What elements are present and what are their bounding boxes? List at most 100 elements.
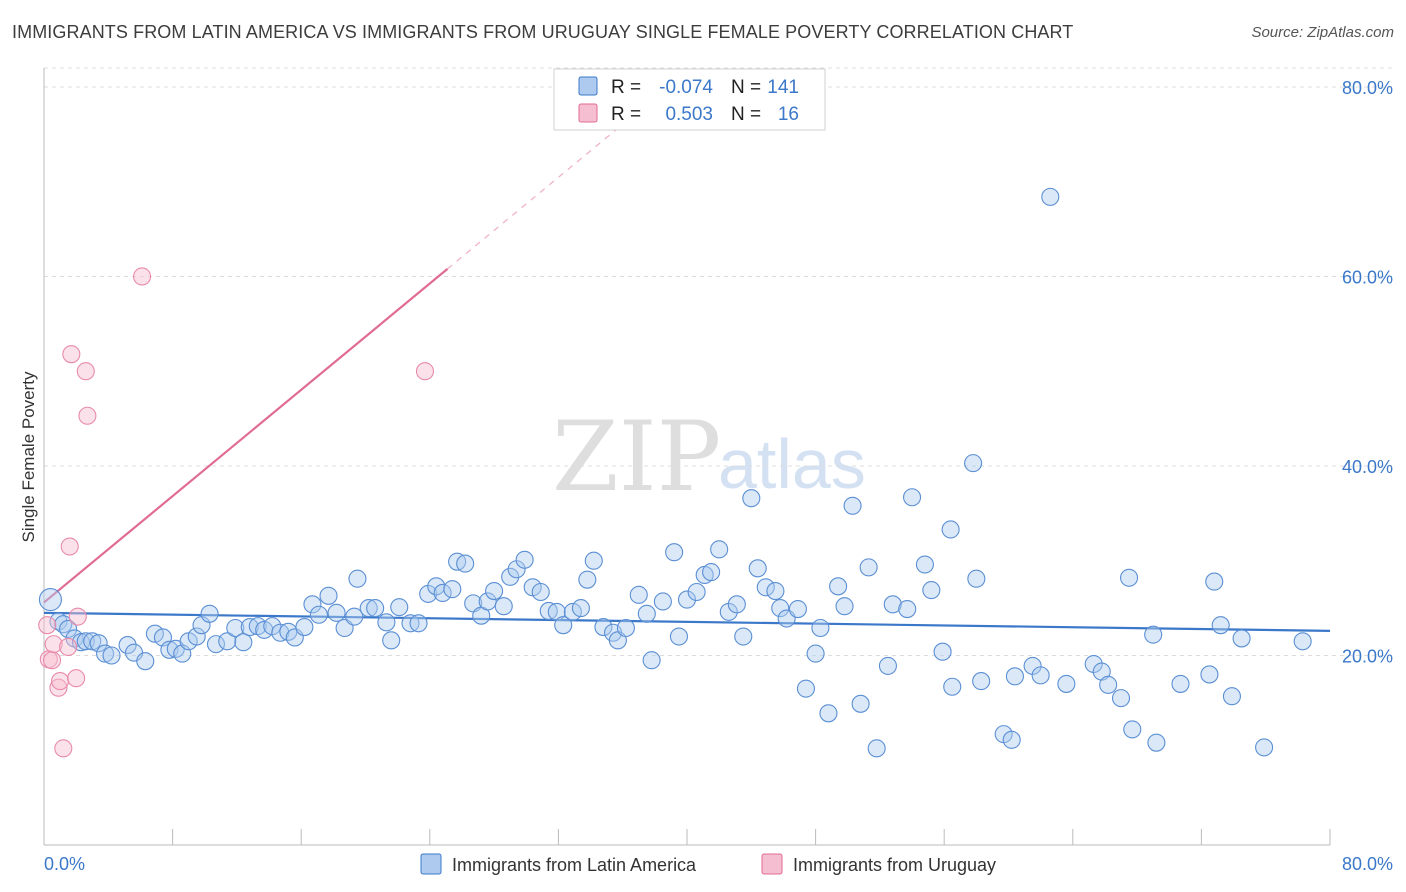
data-point-latin-america: [501, 567, 520, 586]
data-point-latin-america: [443, 580, 462, 599]
data-point-latin-america: [1255, 738, 1274, 757]
data-point-latin-america: [665, 543, 684, 562]
data-point-latin-america: [933, 642, 952, 661]
data-point-latin-america: [1222, 687, 1241, 706]
data-point-latin-america: [898, 600, 917, 619]
data-point-latin-america: [941, 520, 960, 539]
bottom-legend-label-latin-america: Immigrants from Latin America: [452, 855, 697, 875]
data-point-latin-america: [1293, 632, 1312, 651]
data-point-latin-america: [96, 644, 115, 663]
y-axis-label: Single Female Poverty: [19, 371, 38, 543]
data-point-latin-america: [642, 651, 661, 670]
trend-lines: [43, 129, 1331, 632]
data-point-uruguay: [67, 669, 86, 688]
series-latin-america: [38, 187, 1312, 758]
legend-swatch-pink: [578, 103, 598, 123]
data-point-latin-america: [377, 613, 396, 632]
data-point-latin-america: [206, 635, 226, 654]
data-point-latin-america: [1120, 568, 1139, 587]
data-point-latin-america: [309, 605, 328, 624]
data-point-latin-america: [382, 631, 401, 650]
data-point-latin-america: [1232, 629, 1251, 648]
series-legend: Immigrants from Latin America Immigrants…: [420, 853, 996, 875]
data-point-latin-america: [89, 634, 108, 653]
data-point-latin-america: [49, 612, 68, 631]
data-point-latin-america: [319, 586, 338, 605]
data-point-latin-america: [433, 583, 452, 602]
trend-line-uruguay-extension: [447, 129, 617, 270]
x-ticks: [172, 829, 1331, 845]
data-point-latin-america: [83, 632, 102, 651]
watermark-zip: ZIP: [552, 401, 721, 513]
data-point-latin-america: [748, 559, 767, 578]
data-point-latin-america: [118, 636, 137, 655]
legend-box: [553, 68, 826, 131]
data-point-latin-america: [843, 496, 862, 515]
data-point-latin-america: [677, 590, 697, 609]
data-point-latin-america: [902, 488, 922, 507]
correlation-legend: R = -0.074 N = 141 R = 0.503 N = 16: [553, 68, 826, 131]
data-point-latin-america: [922, 581, 941, 600]
y-tick-label: 20.0%: [1342, 646, 1393, 666]
bottom-legend-label-uruguay: Immigrants from Uruguay: [793, 855, 996, 875]
data-point-latin-america: [584, 551, 603, 570]
data-point-latin-america: [1147, 733, 1166, 752]
data-point-latin-america: [943, 677, 962, 696]
data-point-uruguay: [60, 537, 79, 556]
data-point-latin-america: [327, 603, 346, 622]
data-point-latin-america: [226, 618, 245, 638]
data-point-uruguay: [44, 635, 63, 654]
data-point-latin-america: [359, 599, 378, 618]
data-point-latin-america: [859, 558, 878, 577]
data-point-latin-america: [687, 582, 706, 602]
data-point-latin-america: [1200, 665, 1219, 684]
data-point-uruguay: [415, 362, 435, 381]
data-point-latin-america: [796, 679, 816, 698]
data-point-latin-america: [348, 569, 367, 588]
data-point-latin-america: [1144, 625, 1163, 644]
chart-title: IMMIGRANTS FROM LATIN AMERICA VS IMMIGRA…: [12, 22, 1074, 42]
data-point-latin-america: [200, 604, 219, 623]
data-point-uruguay: [76, 362, 95, 381]
data-point-latin-america: [742, 489, 761, 508]
data-point-latin-america: [867, 739, 886, 758]
series-uruguay: [38, 267, 435, 758]
data-point-latin-america: [756, 578, 775, 597]
legend-swatch-blue: [578, 76, 598, 96]
data-point-latin-america: [136, 652, 155, 671]
data-point-latin-america: [967, 569, 986, 588]
data-point-uruguay: [59, 637, 78, 657]
data-point-latin-america: [303, 595, 322, 614]
data-point-latin-america: [811, 618, 830, 638]
data-point-latin-america: [629, 585, 648, 604]
source-label: Source: ZipAtlas.com: [1251, 24, 1394, 41]
data-point-latin-america: [883, 595, 902, 614]
data-point-latin-america: [1099, 675, 1118, 694]
data-point-latin-america: [710, 540, 729, 559]
data-point-latin-america: [578, 570, 597, 589]
data-point-latin-america: [819, 704, 838, 723]
legend-r-label-0: R =: [611, 77, 641, 98]
data-point-uruguay: [54, 739, 73, 758]
legend-r-value-0: -0.074: [659, 77, 713, 98]
data-point-latin-america: [218, 632, 237, 651]
data-point-latin-america: [616, 618, 635, 638]
data-point-latin-america: [1171, 674, 1190, 693]
data-point-latin-america: [1002, 730, 1021, 749]
data-point-latin-america: [734, 627, 753, 646]
legend-n-label-0: N =: [731, 77, 761, 98]
data-point-latin-america: [878, 656, 897, 675]
data-point-latin-america: [653, 592, 672, 611]
data-point-latin-america: [1211, 616, 1230, 635]
y-tick-label: 60.0%: [1342, 267, 1393, 287]
data-point-latin-america: [1111, 689, 1131, 708]
bottom-legend-swatch-pink: [761, 853, 783, 875]
data-point-uruguay: [38, 616, 57, 635]
y-tick-label: 80.0%: [1342, 78, 1393, 98]
x-tick-label-min: 0.0%: [44, 854, 85, 874]
data-point-uruguay: [78, 406, 97, 425]
data-point-latin-america: [366, 599, 385, 618]
watermark-atlas: atlas: [718, 425, 866, 503]
y-tick-labels: 20.0% 40.0% 60.0% 80.0%: [1342, 78, 1393, 667]
data-point-latin-america: [409, 614, 428, 633]
